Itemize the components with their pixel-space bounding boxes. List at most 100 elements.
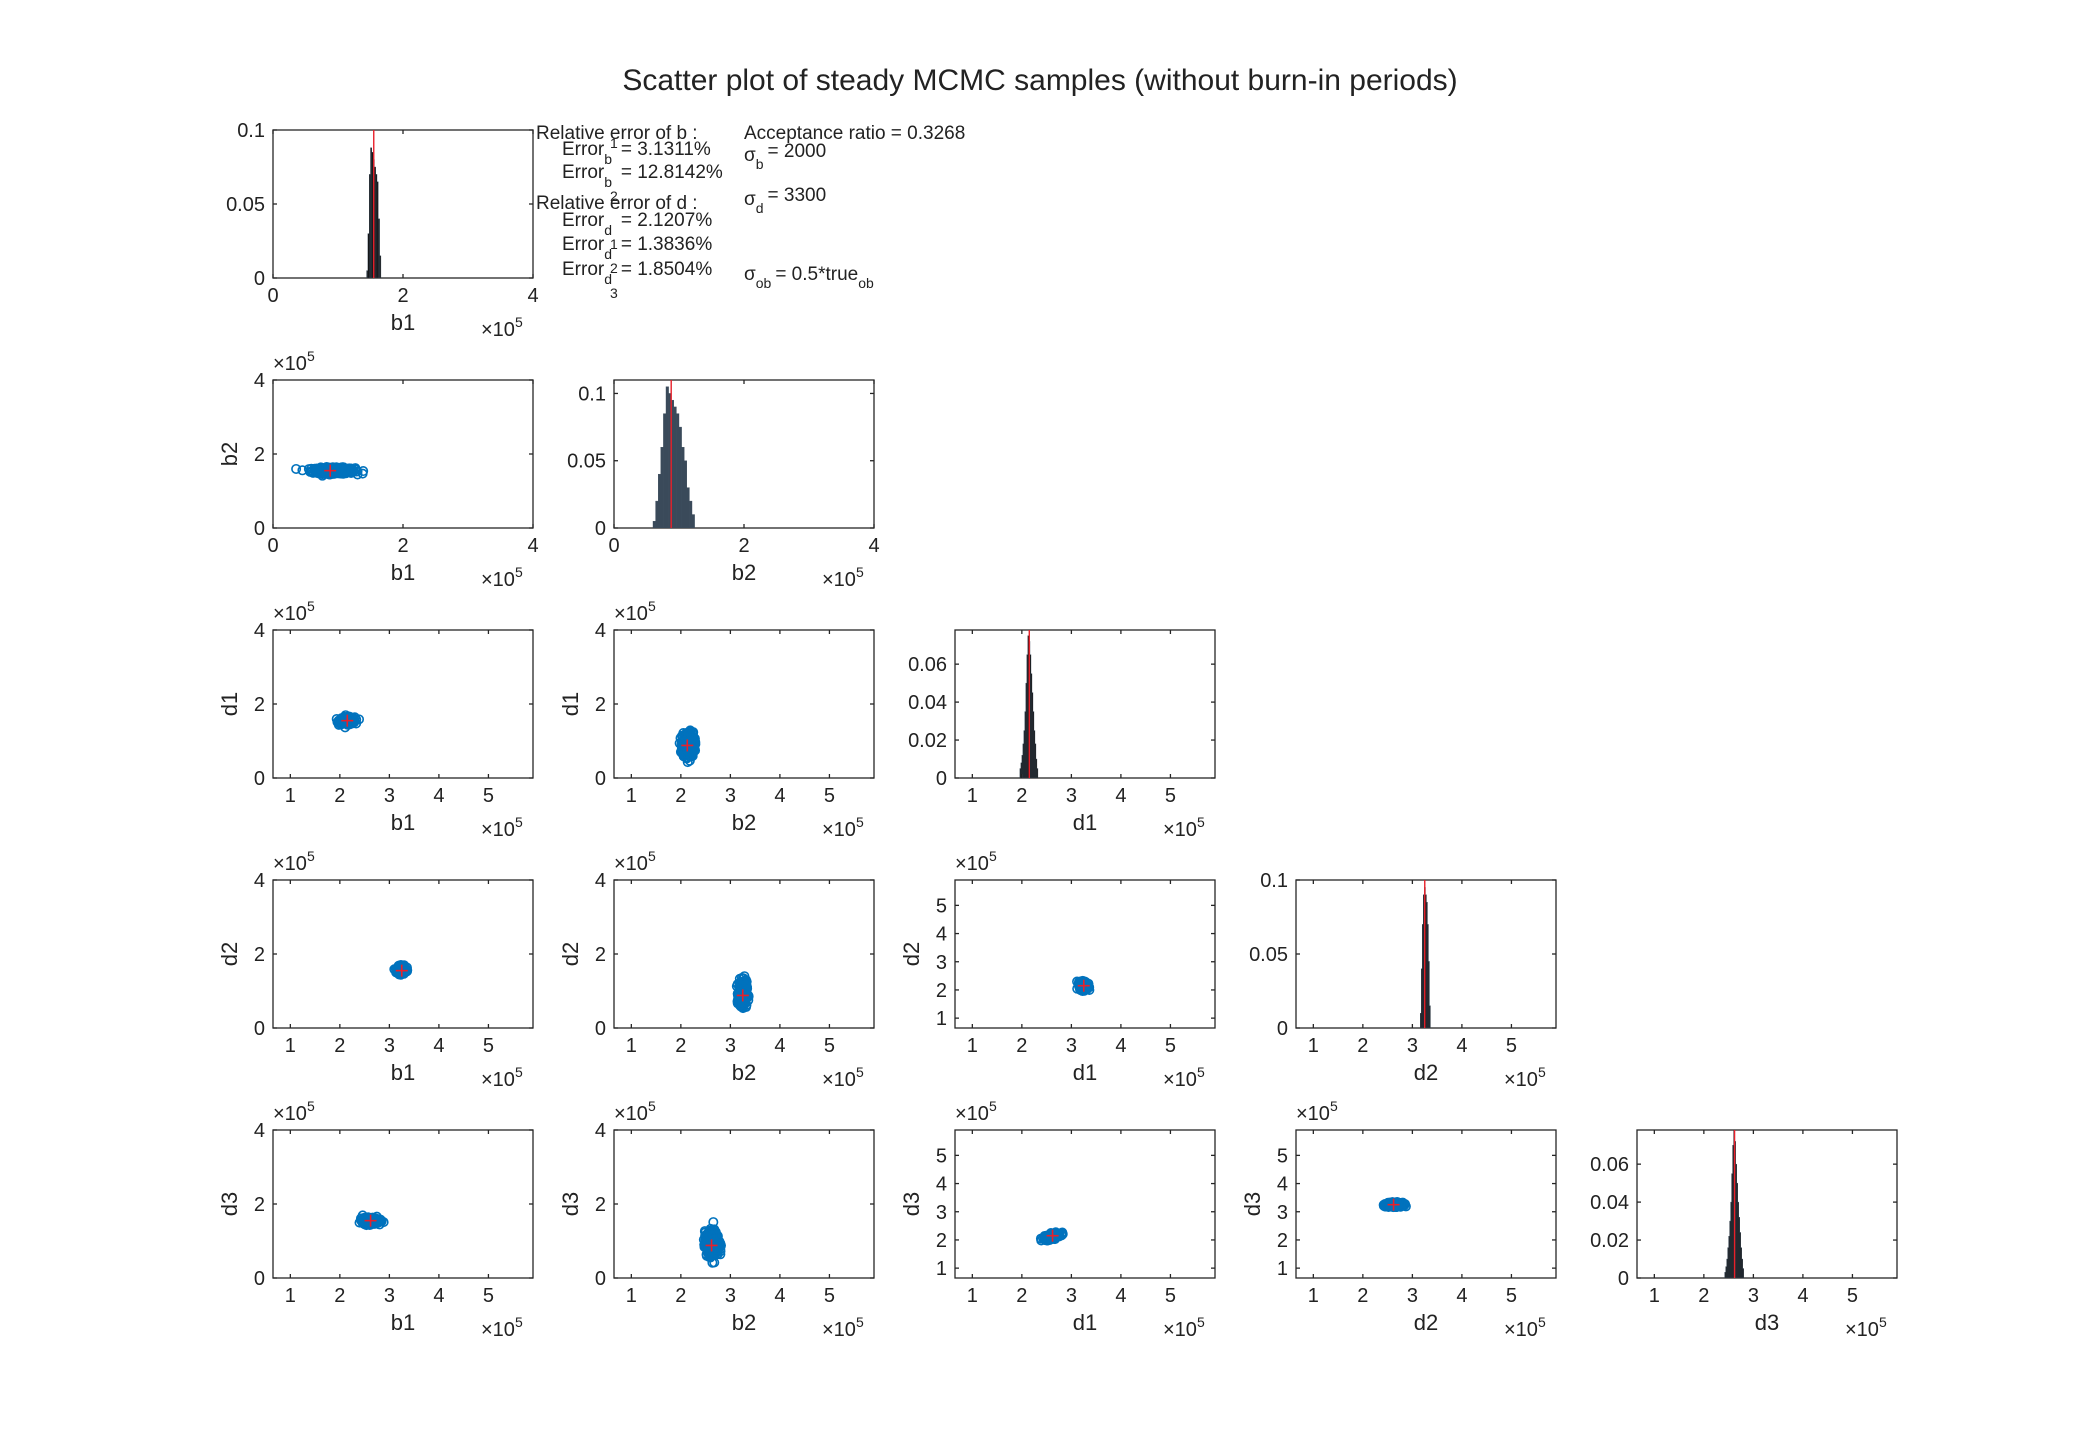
- y-tick-label: 3: [1277, 1202, 1288, 1224]
- x-axis-label: d3: [1755, 1310, 1779, 1335]
- x-tick-label: 2: [334, 785, 345, 807]
- axes-box: [272, 1129, 534, 1279]
- y-tick-label: 0: [595, 518, 606, 540]
- x-multiplier: ×105: [822, 564, 864, 591]
- b-error-header: Relative error of b :: [536, 123, 698, 144]
- y-tick-label: 0: [254, 268, 265, 290]
- x-tick-label: 3: [725, 785, 736, 807]
- error-b1: Errorb1 = 3.1311%: [562, 135, 711, 167]
- y-multiplier: ×105: [955, 848, 997, 875]
- error-d2: Errord 2= 1.3836%: [562, 234, 712, 276]
- x-tick-label: 1: [285, 1035, 296, 1057]
- sample-point: [395, 963, 406, 974]
- x-tick-label: 3: [384, 1035, 395, 1057]
- y-tick-label: 0.04: [1590, 1192, 1629, 1214]
- y-tick-label: 4: [595, 620, 606, 642]
- x-tick-label: 5: [483, 1035, 494, 1057]
- x-tick-label: 2: [397, 535, 408, 557]
- x-tick-label: 4: [433, 785, 444, 807]
- plot-area: [731, 971, 754, 1014]
- x-tick-label: 2: [397, 285, 408, 307]
- x-tick-label: 3: [384, 1285, 395, 1307]
- panel-d1-vs-b2: 1 2 3 4 5 0 2 4 b2 d1 ×105 ×105: [558, 598, 875, 841]
- x-multiplier: ×105: [481, 564, 523, 591]
- panel-d2-vs-b1: 1 2 3 4 5 0 2 4 b1 d2 ×105 ×105: [217, 848, 534, 1091]
- y-axis-label: d1: [217, 692, 242, 716]
- y-axis-label: d2: [899, 942, 924, 966]
- hist-bar: [660, 447, 664, 528]
- x-tick-label: 4: [1456, 1035, 1467, 1057]
- panel-d1-vs-b1: 1 2 3 4 5 0 2 4 b1 d1 ×105 ×105: [217, 598, 534, 841]
- y-tick-label: 3: [936, 952, 947, 974]
- x-tick-label: 4: [774, 1035, 785, 1057]
- y-multiplier: ×105: [614, 848, 656, 875]
- hist-bar: [684, 460, 688, 528]
- x-tick-label: 5: [1506, 1035, 1517, 1057]
- y-tick-label: 0: [1277, 1018, 1288, 1040]
- sample-point: [347, 465, 358, 476]
- y-tick-label: 5: [1277, 1145, 1288, 1167]
- hist-bar: [658, 473, 662, 528]
- x-tick-label: 2: [334, 1035, 345, 1057]
- axes-box: [272, 629, 534, 779]
- x-axis-label: b2: [732, 810, 756, 835]
- y-tick-label: 0.02: [908, 730, 947, 752]
- plot-area: [1072, 975, 1095, 997]
- y-tick-label: 2: [254, 444, 265, 466]
- plot-area: [366, 130, 382, 278]
- axes-box: [613, 1129, 875, 1279]
- y-tick-label: 0.1: [237, 120, 265, 142]
- x-tick-label: 4: [433, 1285, 444, 1307]
- sample-point: [698, 1234, 709, 1245]
- y-tick-label: 4: [936, 924, 947, 946]
- y-tick-label: 2: [1277, 1230, 1288, 1252]
- panel-b2-vs-b1: 0 2 4 0 2 4 b1 b2 ×105 ×105: [217, 348, 539, 591]
- panel-hist-d3: 1 2 3 4 5 0 0.02 0.04 0.06 d3 ×105: [1590, 1129, 1898, 1341]
- sample-point: [683, 729, 694, 740]
- x-tick-label: 4: [774, 1285, 785, 1307]
- sigma-d: σd= 3300: [744, 185, 826, 216]
- x-tick-label: 5: [824, 1285, 835, 1307]
- sample-point: [341, 718, 352, 729]
- annotation-block: Relative error of b : Acceptance ratio =…: [536, 123, 965, 301]
- x-multiplier: ×105: [1845, 1314, 1887, 1341]
- hist-bar: [1742, 1268, 1744, 1278]
- plot-area: [1724, 1130, 1744, 1278]
- panel-hist-b2: 0 2 4 0 0.05 0.1 b2 ×105: [567, 379, 880, 591]
- x-multiplier: ×105: [1504, 1064, 1546, 1091]
- panel-hist-b1: 0 2 4 0 0.05 0.1 b1 ×105: [226, 120, 539, 341]
- y-tick-label: 4: [254, 1120, 265, 1142]
- y-axis-label: d3: [558, 1192, 583, 1216]
- x-tick-label: 2: [675, 785, 686, 807]
- y-tick-label: 1: [936, 1008, 947, 1030]
- x-tick-label: 5: [1165, 1285, 1176, 1307]
- x-tick-label: 4: [1456, 1285, 1467, 1307]
- x-tick-label: 3: [384, 785, 395, 807]
- y-multiplier: ×105: [273, 848, 315, 875]
- x-tick-label: 0: [608, 535, 619, 557]
- sample-point: [684, 745, 695, 756]
- y-tick-label: 5: [936, 895, 947, 917]
- y-tick-label: 4: [595, 1120, 606, 1142]
- x-multiplier: ×105: [1163, 1064, 1205, 1091]
- y-tick-label: 0: [595, 1018, 606, 1040]
- hist-bar: [1428, 961, 1430, 1028]
- x-tick-label: 1: [285, 785, 296, 807]
- sample-point: [307, 466, 318, 477]
- x-tick-label: 4: [1797, 1285, 1808, 1307]
- axes-box: [272, 879, 534, 1029]
- y-axis-label: d3: [1240, 1192, 1265, 1216]
- hist-bar: [379, 255, 382, 278]
- x-multiplier: ×105: [1163, 814, 1205, 841]
- sample-point: [680, 737, 691, 748]
- y-tick-label: 0.1: [578, 383, 606, 405]
- panel-d3-vs-b1: 1 2 3 4 5 0 2 4 b1 d3 ×105 ×105: [217, 1098, 534, 1341]
- axes-box: [954, 1129, 1216, 1279]
- sample-point: [1081, 981, 1092, 992]
- panel-d2-vs-b2: 1 2 3 4 5 0 2 4 b2 d2 ×105 ×105: [558, 848, 875, 1091]
- x-tick-label: 5: [1165, 785, 1176, 807]
- x-tick-label: 3: [1066, 1035, 1077, 1057]
- y-tick-label: 0: [254, 1018, 265, 1040]
- hist-bar: [681, 447, 685, 528]
- x-multiplier: ×105: [481, 1314, 523, 1341]
